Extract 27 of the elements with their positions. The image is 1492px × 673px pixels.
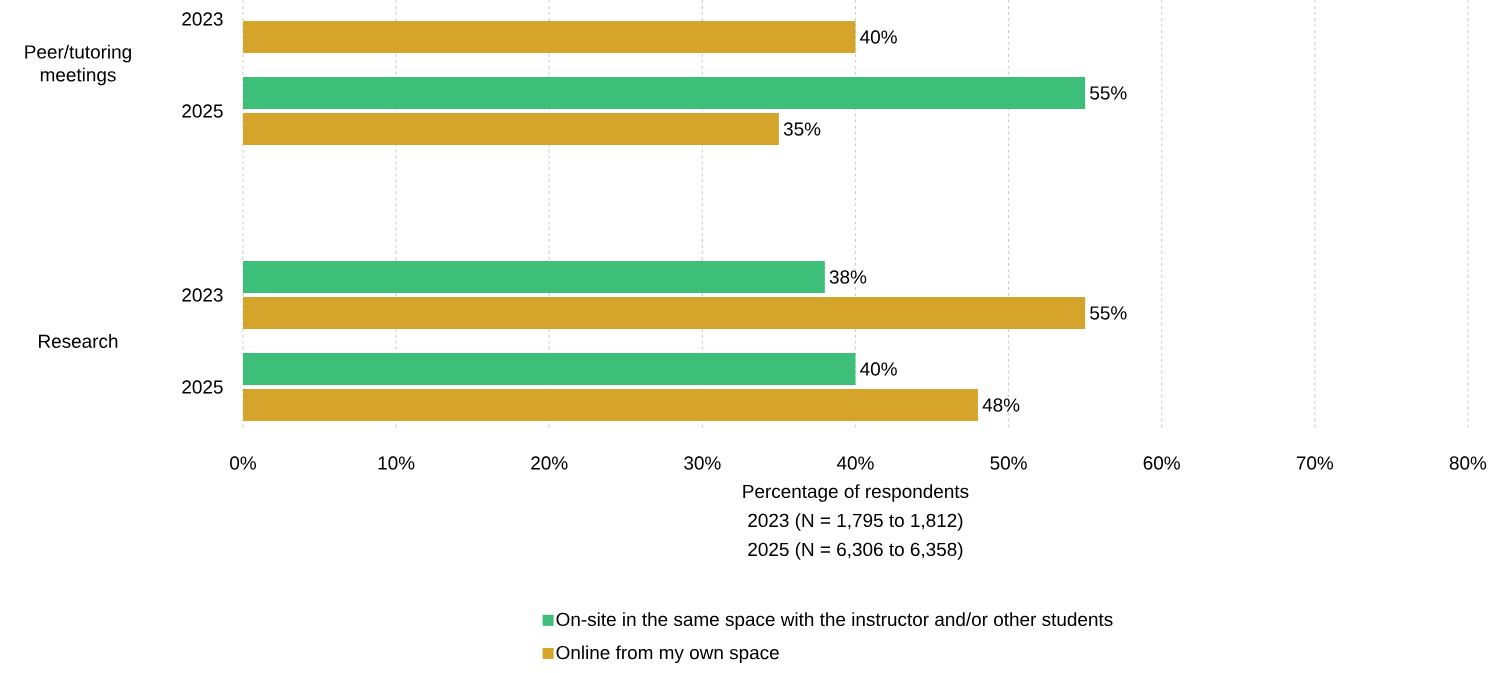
x-tick-label: 60% [1143, 456, 1180, 470]
x-tick-label: 20% [531, 456, 568, 470]
data-label: 48% [982, 398, 1020, 412]
y-tick-label: 2023 [182, 12, 223, 26]
data-label: 55% [1090, 306, 1127, 320]
text: Peer/tutoring meetings [25, 44, 131, 86]
x-tick-label: 80% [1449, 456, 1487, 470]
data-label: 40% [860, 30, 897, 44]
text: Research [39, 334, 118, 348]
data-label: 55% [1090, 86, 1127, 100]
y-tick-label: 2025 [182, 380, 223, 394]
x-tick-label: 10% [378, 456, 415, 470]
y-tick-label: 2025 [182, 104, 223, 118]
data-label: 38% [829, 270, 867, 284]
x-tick-label: 0% [230, 456, 256, 470]
text: 2025 (N = 6,306 to 6,358) [748, 542, 963, 560]
y-tick-label: 2023 [182, 288, 223, 302]
x-tick-label: 50% [990, 456, 1027, 470]
data-label: 35% [783, 122, 821, 136]
x-tick-label: 70% [1296, 456, 1334, 470]
x-axis-title: Percentage of respondents [743, 484, 969, 502]
x-tick-label: 40% [836, 456, 874, 470]
text: 2023 (N = 1,795 to 1,812) [748, 513, 963, 531]
legend-label: Online from my own space [556, 645, 779, 664]
legend-label: On-site in the same space with the instructor and/or other students [556, 612, 1113, 630]
data-label: 40% [860, 362, 897, 376]
x-tick-label: 30% [684, 456, 721, 470]
